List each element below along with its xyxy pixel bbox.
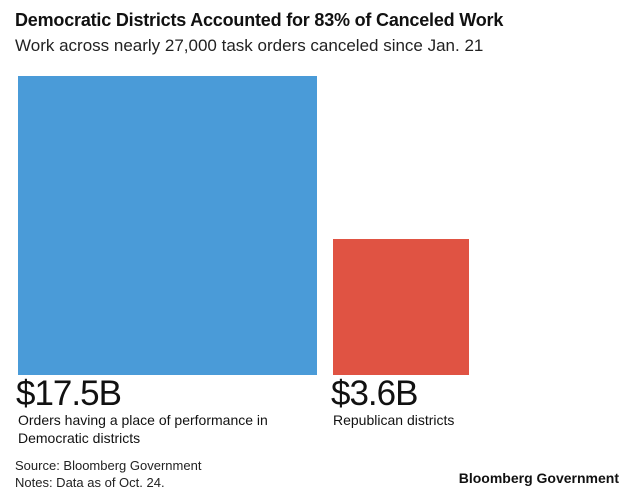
chart-title: Democratic Districts Accounted for 83% o… — [15, 10, 504, 30]
square-republican — [333, 239, 469, 375]
notes: Notes: Data as of Oct. 24. — [15, 475, 165, 490]
bloomberg-government-logo: Bloomberg Government — [458, 470, 619, 486]
description-republican: Republican districts — [333, 412, 455, 428]
value-label-democratic: $17.5B — [16, 374, 122, 413]
source-note: Source: Bloomberg Government — [15, 458, 202, 473]
description-democratic: Orders having a place of performance in … — [18, 412, 268, 446]
value-label-republican: $3.6B — [331, 374, 418, 413]
chart-subtitle: Work across nearly 27,000 task orders ca… — [15, 36, 484, 55]
square-democratic — [18, 76, 317, 375]
